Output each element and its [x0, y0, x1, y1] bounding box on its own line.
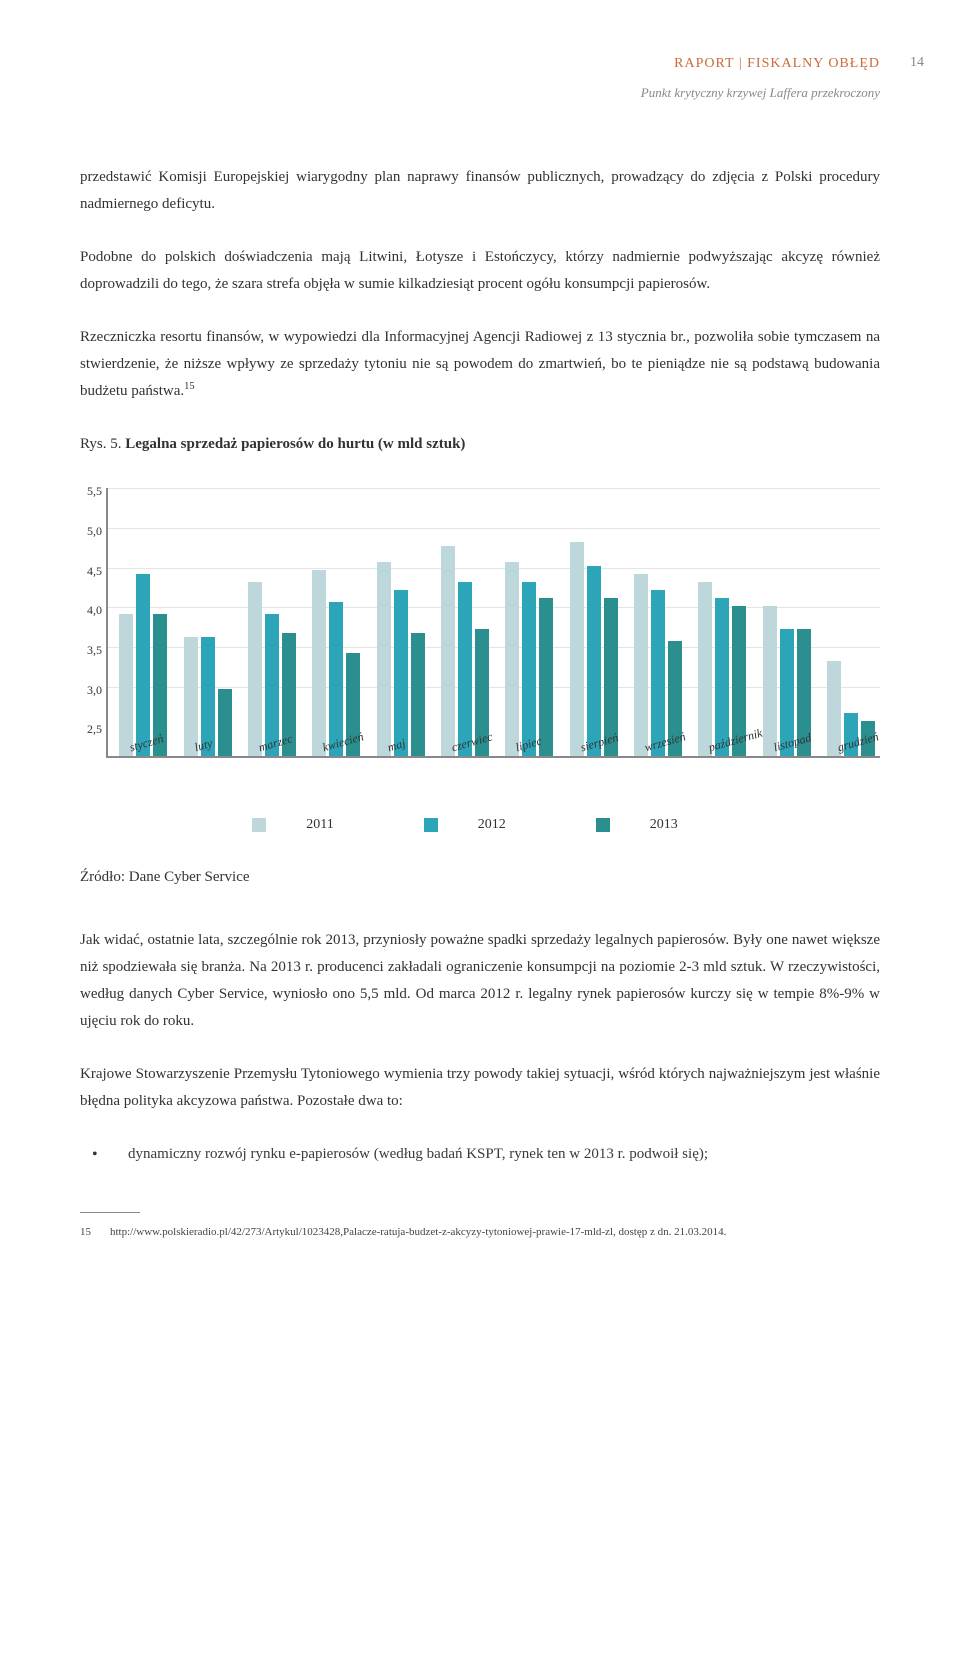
legend-label: 2013	[650, 812, 678, 837]
paragraph-1: przedstawić Komisji Europejskiej wiarygo…	[80, 164, 880, 218]
bars-area	[108, 488, 880, 756]
bar	[505, 562, 519, 756]
paragraph-5: Krajowe Stowarzyszenie Przemysłu Tytonio…	[80, 1061, 880, 1115]
bar	[312, 570, 326, 756]
y-tick-label: 3,5	[80, 640, 102, 662]
bar	[411, 633, 425, 756]
legend-swatch	[252, 818, 266, 832]
bar	[248, 582, 262, 757]
bar	[698, 582, 712, 757]
y-tick-label: 4,0	[80, 600, 102, 622]
chart-container: 5,55,04,54,03,53,02,5styczeńlutymarzeckw…	[80, 488, 880, 837]
paragraph-3-text: Rzeczniczka resortu finansów, w wypowied…	[80, 329, 880, 399]
legend-item: 2011	[252, 812, 363, 837]
bar	[218, 689, 232, 756]
legend-item: 2013	[596, 812, 708, 837]
y-tick-label: 3,0	[80, 680, 102, 702]
bar	[119, 614, 133, 757]
bar	[634, 574, 648, 756]
bar	[522, 582, 536, 757]
y-tick-label: 2,5	[80, 719, 102, 741]
chart-legend: 2011 2012 2013	[80, 812, 880, 837]
bar	[539, 598, 553, 757]
paragraph-4: Jak widać, ostatnie lata, szczególnie ro…	[80, 927, 880, 1035]
legend-swatch	[424, 818, 438, 832]
bar-chart: 5,55,04,54,03,53,02,5styczeńlutymarzeckw…	[80, 488, 880, 788]
figure-caption-prefix: Rys. 5.	[80, 436, 125, 452]
footnote-number: 15	[80, 1223, 110, 1243]
paragraph-3: Rzeczniczka resortu finansów, w wypowied…	[80, 324, 880, 405]
y-tick-label: 4,5	[80, 561, 102, 583]
bullet-item-1: dynamiczny rozwój rynku e-papierosów (we…	[80, 1141, 880, 1168]
footnote-ref-15: 15	[184, 381, 195, 392]
page-number: 14	[910, 50, 924, 75]
footnote-text: http://www.polskieradio.pl/42/273/Artyku…	[110, 1226, 726, 1238]
bar	[570, 542, 584, 756]
footnote: 15http://www.polskieradio.pl/42/273/Arty…	[80, 1223, 880, 1243]
bar	[441, 546, 455, 756]
legend-swatch	[596, 818, 610, 832]
y-tick-label: 5,0	[80, 521, 102, 543]
footnote-rule	[80, 1212, 140, 1213]
bar	[763, 606, 777, 757]
figure-caption-title: Legalna sprzedaż papierosów do hurtu (w …	[125, 436, 465, 452]
paragraph-2: Podobne do polskich doświadczenia mają L…	[80, 244, 880, 298]
figure-caption: Rys. 5. Legalna sprzedaż papierosów do h…	[80, 431, 880, 458]
x-axis	[106, 756, 880, 758]
header-sub: Punkt krytyczny krzywej Laffera przekroc…	[80, 81, 880, 104]
bullet-list: dynamiczny rozwój rynku e-papierosów (we…	[80, 1141, 880, 1168]
bar	[136, 574, 150, 756]
page-header: RAPORT | FISKALNY OBŁĘD Punkt krytyczny …	[80, 50, 880, 104]
header-main: RAPORT | FISKALNY OBŁĘD	[674, 56, 880, 71]
bar	[458, 582, 472, 757]
bar	[377, 562, 391, 756]
legend-item: 2012	[424, 812, 536, 837]
legend-label: 2012	[478, 812, 506, 837]
legend-label: 2011	[306, 812, 333, 837]
bar	[587, 566, 601, 756]
y-tick-label: 5,5	[80, 481, 102, 503]
chart-source: Źródło: Dane Cyber Service	[80, 864, 880, 891]
bar	[394, 590, 408, 757]
